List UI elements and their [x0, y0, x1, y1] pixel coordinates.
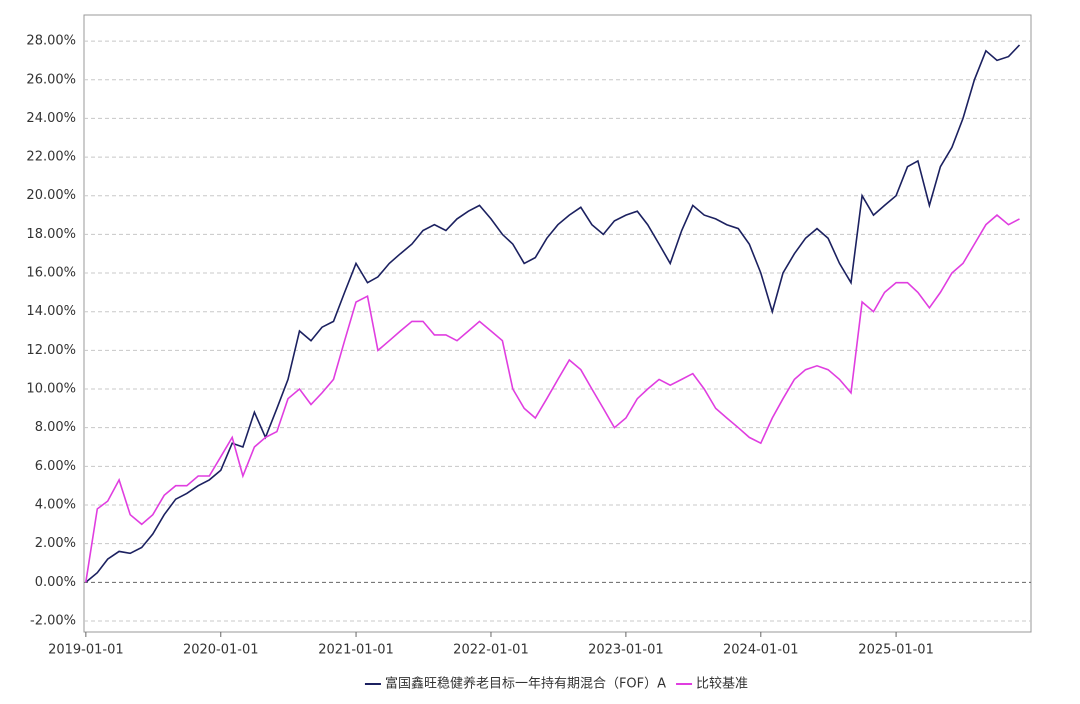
- y-tick-label: 4.00%: [35, 498, 76, 513]
- series-line: [85, 214, 1020, 583]
- y-tick-label: 8.00%: [35, 420, 76, 435]
- y-tick-label: 0.00%: [35, 575, 76, 590]
- y-tick-label: 14.00%: [26, 304, 76, 319]
- y-tick-label: 6.00%: [35, 459, 76, 474]
- x-tick-label: 2023-01-01: [588, 643, 664, 658]
- y-tick-label: 28.00%: [26, 34, 76, 49]
- y-tick-label: 10.00%: [26, 382, 76, 397]
- series-line: [85, 44, 1021, 583]
- x-tick-label: 2025-01-01: [858, 643, 934, 658]
- y-tick-label: 18.00%: [26, 227, 76, 242]
- x-tick-label: 2022-01-01: [453, 643, 529, 658]
- y-tick-label: 20.00%: [26, 188, 76, 203]
- y-tick-label: -2.00%: [30, 613, 76, 628]
- x-tick-label: 2021-01-01: [318, 643, 394, 658]
- y-tick-label: 26.00%: [26, 72, 76, 87]
- y-tick-label: 22.00%: [26, 150, 76, 165]
- legend-label: 富国鑫旺稳健养老目标一年持有期混合（FOF）A: [385, 676, 666, 692]
- x-tick-label: 2019-01-01: [48, 643, 124, 658]
- x-tick-label: 2024-01-01: [723, 643, 799, 658]
- y-tick-label: 24.00%: [26, 111, 76, 126]
- x-tick-label: 2020-01-01: [183, 643, 259, 658]
- y-tick-label: 2.00%: [35, 536, 76, 551]
- legend-label: 比较基准: [696, 677, 748, 692]
- y-tick-label: 16.00%: [26, 266, 76, 281]
- plot-frame: [83, 14, 1032, 633]
- y-tick-label: 12.00%: [26, 343, 76, 358]
